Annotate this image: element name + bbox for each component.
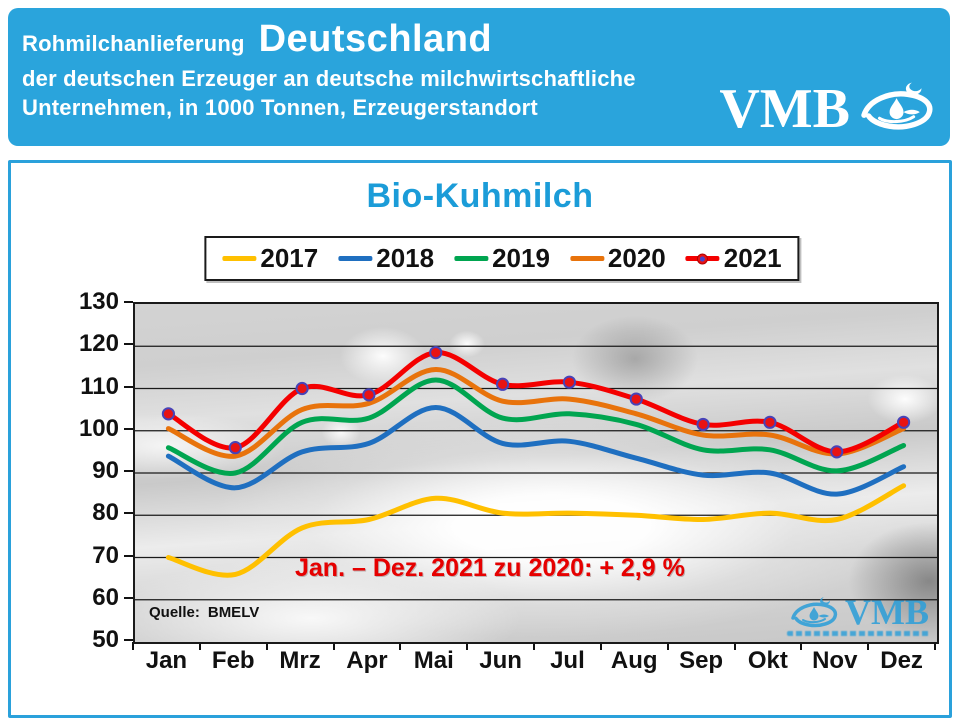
y-axis-tick [124, 596, 133, 599]
chart-panel: Bio-Kuhmilch 2017 2018 2019 2020 2021 130 120… [8, 160, 952, 718]
vmb-logo: VMB [719, 78, 934, 140]
vmb-watermark: VMB [787, 594, 929, 636]
x-axis-label-Jun: Jun [479, 647, 522, 674]
y-axis-tick [124, 301, 133, 303]
header-subtitle-2: Unternehmen, in 1000 Tonnen, Erzeugersta… [22, 94, 538, 120]
y-axis-label-50: 50 [92, 626, 119, 653]
marker-2021-Aug [629, 392, 643, 406]
legend-label-2017: 2017 [260, 243, 319, 273]
y-axis-tick [124, 343, 133, 346]
x-axis-label-Aug: Aug [610, 647, 658, 674]
x-axis-tick [332, 642, 335, 650]
vmb-logo-text: VMB [719, 78, 850, 140]
y-axis-label-90: 90 [92, 457, 119, 484]
legend-item-2017: 2017 [222, 243, 318, 274]
x-axis-tick [934, 642, 936, 650]
legend-swatch-2018 [338, 256, 373, 261]
series-line-2018 [165, 404, 907, 497]
y-axis-label-60: 60 [92, 583, 119, 611]
y-axis-label-70: 70 [92, 541, 119, 569]
header-title-big: Deutschland [258, 18, 493, 60]
x-axis-tick [533, 642, 535, 650]
legend-label-2019: 2019 [492, 243, 550, 273]
legend-swatch-2017 [222, 256, 257, 261]
marker-2021-Okt [763, 415, 777, 429]
legend-item-2019: 2019 [454, 243, 550, 274]
source-label-key: Quelle: [149, 604, 200, 621]
marker-2021-Jan [161, 407, 176, 421]
source-label-value: BMELV [207, 604, 260, 621]
x-axis-label-Apr: Apr [346, 647, 388, 674]
plot-area: Jan. – Dez. 2021 zu 2020: + 2,9 % Quelle… [133, 302, 939, 644]
marker-2021-Feb [228, 441, 242, 455]
source-label: Quelle: BMELV [149, 604, 259, 621]
x-axis-tick [198, 642, 201, 650]
x-axis-tick [666, 642, 669, 650]
x-axis-tick [599, 642, 602, 650]
x-axis-tick [265, 642, 268, 650]
legend-item-2018: 2018 [338, 243, 434, 274]
legend-swatch-2021 [685, 253, 720, 264]
x-axis-tick [132, 642, 134, 650]
legend-swatch-2019 [454, 256, 489, 261]
y-axis-tick [124, 554, 133, 557]
legend-marker-dot [697, 253, 709, 264]
marker-2021-Nov [830, 445, 844, 459]
vmb-swirl-icon [861, 82, 933, 130]
x-axis-label-Jan: Jan [145, 647, 188, 674]
y-axis-tick [124, 427, 133, 430]
x-axis-label-Nov: Nov [812, 647, 858, 674]
y-axis-label-80: 80 [92, 499, 119, 527]
marker-2021-Jun [495, 377, 510, 391]
header-title-small: Rohmilchanlieferung [22, 31, 245, 56]
y-axis-label-110: 110 [80, 372, 119, 400]
x-axis-label-Feb: Feb [211, 647, 255, 674]
header: Rohmilchanlieferung Deutschland der deuts… [8, 8, 950, 146]
vmb-watermark-swirl-icon [791, 597, 838, 628]
chart-lines [135, 345, 937, 601]
y-axis-label-130: 130 [78, 288, 119, 315]
x-axis-label-Mrz: Mrz [279, 647, 321, 674]
x-axis-label-Okt: Okt [747, 647, 788, 674]
marker-2021-Mrz [295, 381, 309, 396]
legend-label-2021: 2021 [723, 243, 782, 273]
x-axis-label-Dez: Dez [880, 647, 923, 674]
marker-2021-Apr [362, 388, 376, 402]
x-axis-tick [466, 642, 469, 650]
x-axis-tick [733, 642, 736, 650]
x-axis-label-Jul: Jul [550, 647, 585, 674]
y-axis-tick [124, 385, 133, 388]
marker-2021-Sep [696, 417, 710, 432]
legend-label-2020: 2020 [607, 243, 666, 273]
x-axis-label-Sep: Sep [679, 647, 724, 674]
marker-2021-Mai [429, 345, 443, 360]
y-axis-label-120: 120 [78, 330, 119, 358]
marker-2021-Jul [562, 375, 577, 389]
x-axis-tick [800, 642, 803, 650]
y-axis-tick [124, 470, 133, 472]
legend-swatch-2020 [569, 256, 604, 261]
series-line-2017 [165, 483, 907, 578]
legend-item-2021: 2021 [685, 243, 782, 274]
legend-label-2018: 2018 [376, 243, 435, 273]
legend-item-2020: 2020 [569, 243, 666, 274]
legend: 2017 2018 2019 2020 2021 [204, 236, 800, 281]
series-line-2020 [165, 366, 907, 459]
series-line-2019 [165, 377, 907, 476]
x-axis-label-Mai: Mai [413, 647, 454, 674]
y-axis-label-100: 100 [78, 414, 119, 442]
y-axis-tick [124, 512, 133, 515]
header-text: Rohmilchanlieferung Deutschland der deuts… [22, 18, 636, 120]
vmb-watermark-text: VMB [845, 592, 929, 632]
x-axis-tick [399, 642, 402, 650]
x-axis-tick [867, 642, 870, 650]
chart-title: Bio-Kuhmilch [366, 177, 594, 215]
header-subtitle-1: der deutschen Erzeuger an deutsche milch… [22, 65, 636, 91]
annotation: Jan. – Dez. 2021 zu 2020: + 2,9 % [295, 554, 685, 582]
marker-2021-Dez [896, 415, 911, 429]
vmb-watermark-caption [787, 631, 929, 636]
header-title-line: Rohmilchanlieferung Deutschland [22, 18, 636, 62]
y-axis-tick [124, 639, 133, 641]
